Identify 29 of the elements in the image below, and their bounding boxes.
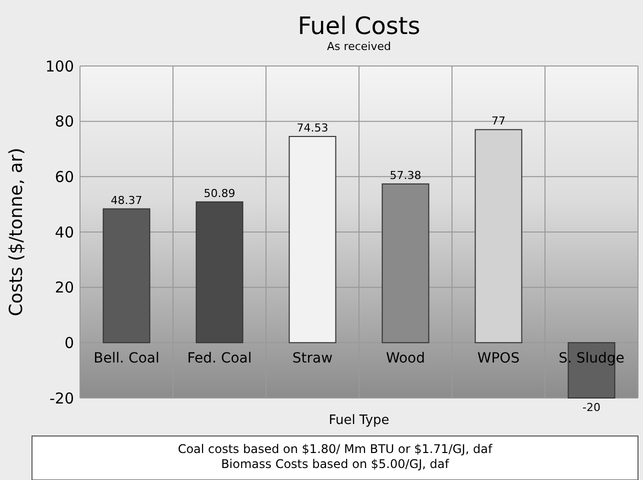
x-axis-title: Fuel Type [328,413,390,428]
text: Coal costs based on $1.80/ Mm BTU or $1.71/GJ, daf [178,442,493,456]
data-label: 74.53 [296,121,328,134]
y-axis-title: Costs ($/tonne, ar) [6,148,27,316]
bar [102,208,150,344]
x-tick-label: Bell. Coal [94,350,160,367]
y-tick-label: 100 [45,57,74,76]
x-tick-label: Straw [292,350,333,367]
bar [382,183,430,344]
x-tick-label: Wood [386,350,426,367]
chart-title: Fuel Costs [298,12,420,40]
bar [196,201,244,344]
y-tick-label: 40 [54,223,74,242]
data-label: 57.38 [390,168,422,182]
y-tick-label: 60 [54,168,74,186]
data-label: 77 [492,114,506,128]
text: Biomass Costs based on $5.00/GJ, daf [221,457,450,471]
x-tick-label: WPOS [477,350,520,367]
y-tick-label: -20 [50,389,74,408]
data-label: -20 [582,401,600,414]
x-tick-label: Fed. Coal [187,350,252,367]
y-tick-label: 80 [54,112,74,131]
data-label: 48.37 [110,194,142,207]
chart-subtitle: As received [327,40,391,53]
data-label: 50.89 [204,186,236,200]
bar [288,136,336,344]
y-tick-label: 0 [64,334,74,352]
bar [474,129,522,344]
y-tick-label: 20 [54,278,74,297]
